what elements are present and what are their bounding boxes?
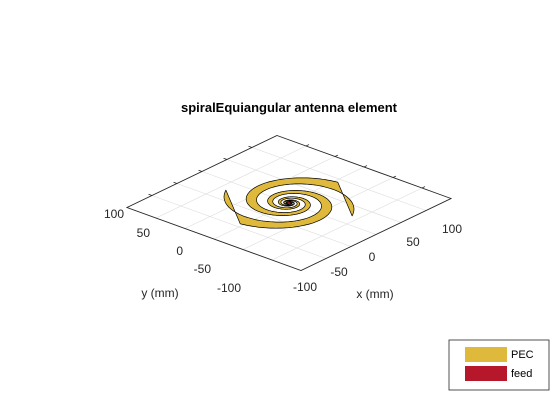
legend-label-pec: PEC <box>511 349 534 361</box>
x-tick-mark <box>421 186 426 189</box>
plot-title: spiralEquiangular antenna element <box>181 100 398 115</box>
y-axis-label: y (mm) <box>141 286 178 300</box>
grid-line <box>151 195 327 259</box>
legend-swatch-feed <box>465 366 507 381</box>
spiral-arm-1 <box>223 189 333 229</box>
x-tick-label: 100 <box>442 222 462 236</box>
y-tick-label: 100 <box>104 207 124 221</box>
y-tick-label: 0 <box>176 244 183 258</box>
feed-region <box>286 202 292 204</box>
x-tick-label: -100 <box>293 280 317 294</box>
legend: PEC feed <box>448 339 550 391</box>
y-tick-label: -100 <box>217 281 241 295</box>
legend-swatch-pec <box>465 347 507 362</box>
legend-label-feed: feed <box>511 368 532 380</box>
y-tick-mark <box>248 145 253 148</box>
x-tick-mark <box>392 175 397 178</box>
x-tick-mark <box>305 144 310 147</box>
x-tick-mark <box>334 154 339 157</box>
antenna-spiral <box>223 177 355 229</box>
feed-patch <box>286 202 292 204</box>
y-tick-label: -50 <box>194 262 212 276</box>
axes-box <box>125 135 453 271</box>
y-tick-mark <box>223 157 228 160</box>
y-tick-mark <box>198 169 203 172</box>
x-tick-label: -50 <box>330 265 348 279</box>
y-tick-mark <box>148 193 153 196</box>
y-ticks: 100 50 0 -50 -100 <box>104 207 241 295</box>
x-tick-label: 0 <box>369 250 376 264</box>
y-tick-mark <box>173 181 178 184</box>
x-tick-label: 50 <box>406 235 420 249</box>
spiral-arm-2 <box>245 177 355 217</box>
x-tick-mark <box>363 165 368 168</box>
y-tick-label: 50 <box>137 226 151 240</box>
x-axis-label: x (mm) <box>356 287 393 301</box>
x-ticks: -100 -50 0 50 100 <box>293 222 462 294</box>
